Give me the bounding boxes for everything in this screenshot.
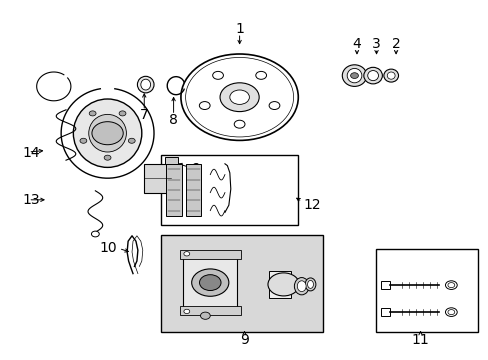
Bar <box>183 256 237 310</box>
Circle shape <box>183 252 189 256</box>
Text: 10: 10 <box>100 242 117 255</box>
Bar <box>268 271 290 298</box>
Text: 3: 3 <box>371 37 380 51</box>
Ellipse shape <box>141 79 150 90</box>
Text: 11: 11 <box>411 333 428 347</box>
Ellipse shape <box>386 72 394 79</box>
Circle shape <box>92 122 123 145</box>
Circle shape <box>445 281 456 289</box>
Text: 7: 7 <box>140 108 148 122</box>
Circle shape <box>80 138 87 143</box>
Ellipse shape <box>305 278 315 291</box>
Circle shape <box>185 58 293 137</box>
Circle shape <box>350 73 358 78</box>
Ellipse shape <box>363 67 382 84</box>
Bar <box>161 235 322 332</box>
Circle shape <box>447 310 454 315</box>
Circle shape <box>183 309 189 314</box>
Text: 2: 2 <box>391 37 400 51</box>
Circle shape <box>234 120 244 128</box>
Bar <box>381 281 389 289</box>
Bar <box>180 306 240 315</box>
Circle shape <box>191 269 228 296</box>
Circle shape <box>181 54 298 140</box>
Circle shape <box>199 275 221 291</box>
Text: 9: 9 <box>240 333 248 347</box>
Ellipse shape <box>137 76 154 93</box>
Circle shape <box>212 71 223 79</box>
Circle shape <box>447 283 454 288</box>
Text: 8: 8 <box>169 113 178 126</box>
Ellipse shape <box>383 69 398 82</box>
Circle shape <box>255 71 266 79</box>
Text: 13: 13 <box>22 193 40 207</box>
Bar <box>381 308 389 316</box>
Circle shape <box>89 111 96 116</box>
Text: 4: 4 <box>352 37 361 51</box>
Bar <box>180 250 240 259</box>
Ellipse shape <box>307 280 313 288</box>
Text: 6: 6 <box>190 162 199 176</box>
Ellipse shape <box>297 281 305 292</box>
Circle shape <box>220 83 259 112</box>
Circle shape <box>200 312 210 319</box>
Text: 5: 5 <box>169 195 178 209</box>
Text: 12: 12 <box>303 198 320 212</box>
Ellipse shape <box>367 71 378 81</box>
Circle shape <box>199 102 210 109</box>
Circle shape <box>104 155 111 160</box>
Circle shape <box>119 111 126 116</box>
Text: 14: 14 <box>22 146 40 160</box>
Ellipse shape <box>346 68 361 83</box>
Ellipse shape <box>294 278 308 295</box>
Bar <box>161 155 298 225</box>
Bar <box>165 157 177 164</box>
Bar <box>375 249 477 332</box>
Circle shape <box>267 273 299 296</box>
Circle shape <box>445 308 456 316</box>
Circle shape <box>128 138 135 143</box>
Text: 1: 1 <box>235 22 244 36</box>
Circle shape <box>91 231 99 237</box>
Circle shape <box>268 102 279 109</box>
Circle shape <box>229 90 249 104</box>
Bar <box>185 164 201 216</box>
Ellipse shape <box>88 114 126 152</box>
Ellipse shape <box>342 65 366 86</box>
Bar <box>144 164 171 193</box>
Bar <box>166 164 182 216</box>
Ellipse shape <box>73 99 142 167</box>
